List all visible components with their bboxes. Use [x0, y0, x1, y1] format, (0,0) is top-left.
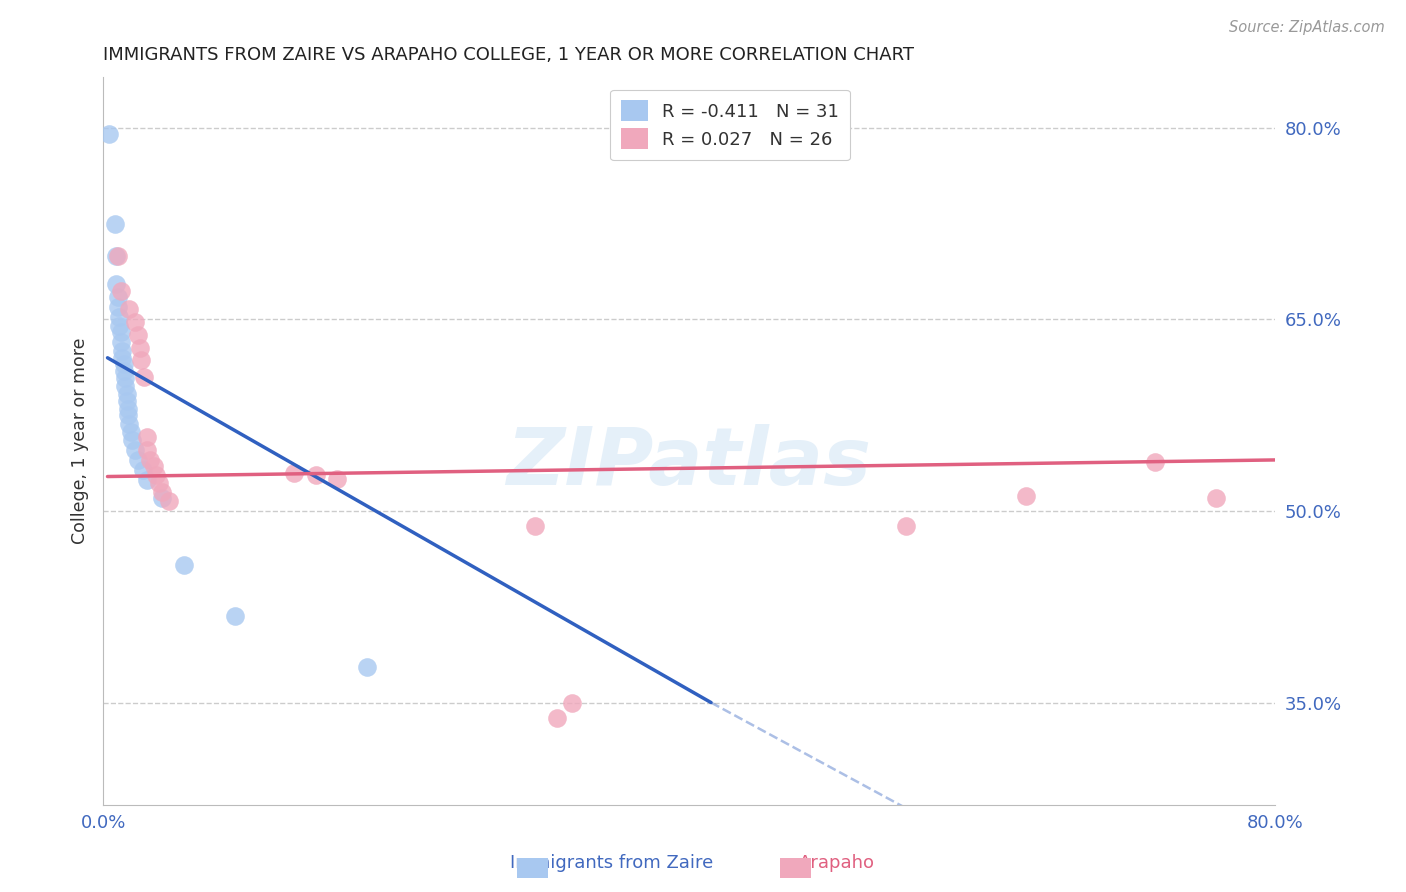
Point — [108, 318, 131, 333]
Text: ZIPatlas: ZIPatlas — [506, 424, 872, 501]
Point — [105, 249, 128, 263]
Point — [104, 217, 127, 231]
Point — [118, 302, 141, 317]
Point — [326, 472, 349, 486]
Text: Source: ZipAtlas.com: Source: ZipAtlas.com — [1229, 20, 1385, 35]
Point — [134, 370, 156, 384]
Point — [110, 325, 132, 339]
Point — [1205, 491, 1227, 506]
Point — [117, 401, 139, 416]
Point — [107, 300, 129, 314]
Point — [157, 493, 180, 508]
Point — [115, 386, 138, 401]
Point — [131, 463, 153, 477]
Point — [120, 425, 142, 439]
Point — [136, 442, 159, 457]
Point — [129, 353, 152, 368]
Point — [110, 285, 132, 299]
Point — [524, 519, 547, 533]
Point — [304, 468, 326, 483]
Point — [145, 468, 167, 483]
Point — [283, 466, 305, 480]
Y-axis label: College, 1 year or more: College, 1 year or more — [72, 337, 89, 544]
Point — [546, 711, 568, 725]
Point — [107, 249, 129, 263]
Point — [107, 289, 129, 303]
Point — [150, 491, 173, 506]
Point — [114, 371, 136, 385]
Point — [136, 430, 159, 444]
Point — [356, 660, 378, 674]
Point — [111, 351, 134, 365]
Point — [224, 608, 246, 623]
Legend: R = -0.411   N = 31, R = 0.027   N = 26: R = -0.411 N = 31, R = 0.027 N = 26 — [610, 89, 851, 161]
Point — [1015, 489, 1038, 503]
Point — [117, 409, 139, 423]
Point — [127, 453, 149, 467]
Point — [115, 394, 138, 409]
Point — [148, 475, 170, 490]
Point — [118, 417, 141, 432]
Point — [110, 335, 132, 350]
Point — [124, 315, 146, 329]
Point — [108, 310, 131, 324]
Point — [139, 453, 162, 467]
Point — [124, 442, 146, 457]
Point — [112, 357, 135, 371]
Point — [127, 327, 149, 342]
Text: Arapaho: Arapaho — [799, 855, 875, 872]
Point — [112, 363, 135, 377]
Point — [105, 277, 128, 291]
Point — [173, 558, 195, 572]
Point — [121, 433, 143, 447]
Point — [128, 341, 150, 355]
Point — [111, 344, 134, 359]
Point — [150, 484, 173, 499]
Point — [894, 519, 917, 533]
Point — [136, 474, 159, 488]
Text: Immigrants from Zaire: Immigrants from Zaire — [510, 855, 713, 872]
Point — [1143, 455, 1166, 469]
Point — [143, 459, 166, 474]
Point — [561, 696, 583, 710]
Point — [114, 379, 136, 393]
Point — [98, 128, 121, 142]
Text: IMMIGRANTS FROM ZAIRE VS ARAPAHO COLLEGE, 1 YEAR OR MORE CORRELATION CHART: IMMIGRANTS FROM ZAIRE VS ARAPAHO COLLEGE… — [103, 46, 914, 64]
